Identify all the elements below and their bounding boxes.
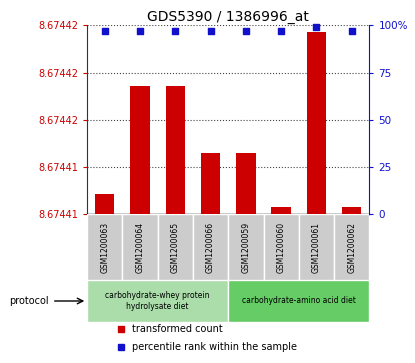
Title: GDS5390 / 1386996_at: GDS5390 / 1386996_at: [147, 11, 309, 24]
Bar: [228, 280, 369, 322]
Bar: [87, 280, 228, 322]
Point: [172, 28, 179, 34]
Bar: [122, 214, 158, 280]
Text: GSM1200064: GSM1200064: [136, 222, 144, 273]
Point: [101, 28, 108, 34]
Bar: [201, 154, 220, 214]
Text: GSM1200059: GSM1200059: [242, 222, 250, 273]
Text: carbohydrate-whey protein
hydrolysate diet: carbohydrate-whey protein hydrolysate di…: [105, 291, 210, 311]
Point: [349, 28, 355, 34]
Point: [313, 24, 320, 30]
Point: [207, 28, 214, 34]
Text: GSM1200066: GSM1200066: [206, 222, 215, 273]
Bar: [334, 214, 369, 280]
Point: [137, 28, 144, 34]
Bar: [158, 214, 193, 280]
Bar: [307, 32, 326, 214]
Point: [278, 28, 285, 34]
Bar: [228, 214, 264, 280]
Text: GSM1200060: GSM1200060: [277, 222, 286, 273]
Bar: [271, 207, 291, 214]
Text: protocol: protocol: [9, 296, 48, 306]
Bar: [299, 214, 334, 280]
Bar: [166, 86, 185, 214]
Bar: [236, 154, 256, 214]
Text: GSM1200062: GSM1200062: [347, 222, 356, 273]
Bar: [193, 214, 228, 280]
Text: transformed count: transformed count: [132, 324, 223, 334]
Bar: [95, 194, 115, 214]
Text: percentile rank within the sample: percentile rank within the sample: [132, 342, 297, 352]
Text: GSM1200061: GSM1200061: [312, 222, 321, 273]
Text: carbohydrate-amino acid diet: carbohydrate-amino acid diet: [242, 297, 356, 306]
Text: GSM1200065: GSM1200065: [171, 222, 180, 273]
Bar: [87, 214, 122, 280]
Bar: [264, 214, 299, 280]
Point: [242, 28, 249, 34]
Text: GSM1200063: GSM1200063: [100, 222, 109, 273]
Bar: [342, 207, 361, 214]
Bar: [130, 86, 150, 214]
